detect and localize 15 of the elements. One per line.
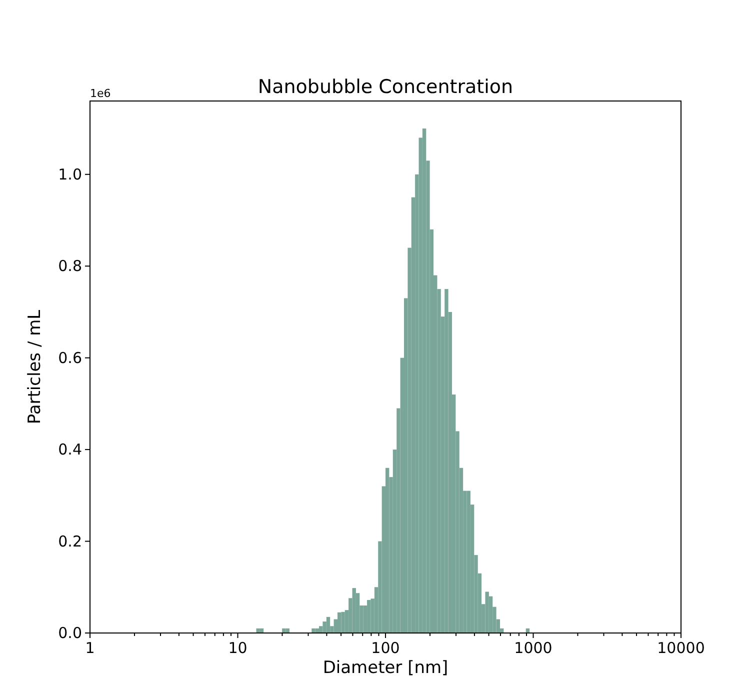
y-tick-label: 0.4: [58, 440, 82, 459]
x-tick-label: 100: [371, 639, 400, 657]
y-tick-label: 0.6: [58, 348, 82, 367]
x-tick-label: 1000: [514, 639, 552, 657]
y-tick-label: 1.0: [58, 165, 82, 184]
y-tick-label: 0.0: [58, 624, 82, 642]
x-axis-title: Diameter [nm]: [322, 658, 448, 678]
chart-title: Nanobubble Concentration: [258, 76, 514, 98]
y-tick-label: 0.8: [58, 257, 82, 276]
text: 1e6: [90, 87, 111, 100]
x-tick-label: 1: [85, 639, 95, 657]
y-axis-title: Particles / mL: [25, 309, 45, 424]
x-tick-label: 10: [228, 639, 248, 657]
y-tick-label: 0.2: [58, 532, 82, 550]
x-tick-label: 10000: [657, 639, 705, 657]
